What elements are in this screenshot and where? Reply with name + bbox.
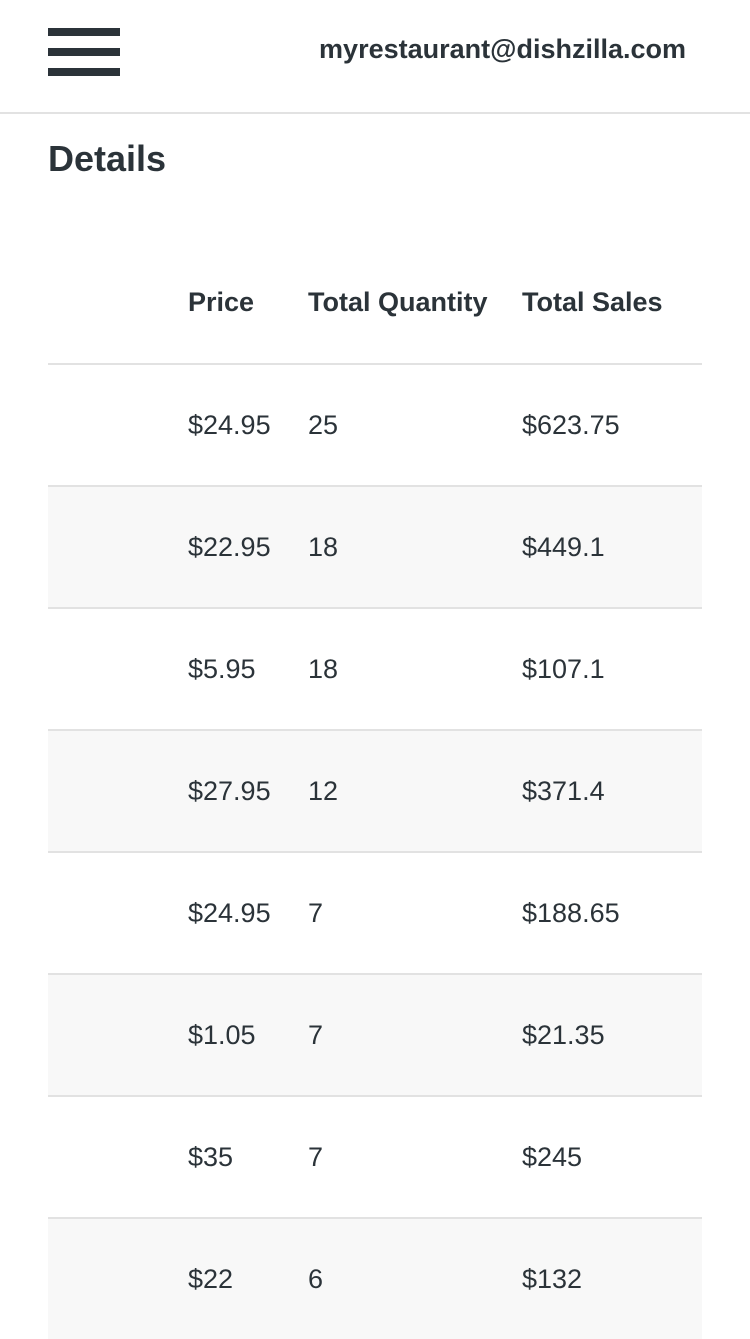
table-row: $24.95 7 $188.65: [48, 852, 702, 975]
cell-price: $24.95: [188, 364, 308, 487]
table-row: $22.95 18 $449.1: [48, 486, 702, 609]
details-table-container: Price Total Quantity Total Sales $24.95 2…: [48, 242, 702, 1339]
cell-price: $22: [188, 1218, 308, 1339]
cell-price: $35: [188, 1096, 308, 1219]
table-row: $1.05 7 $21.35: [48, 974, 702, 1097]
top-bar: myrestaurant@dishzilla.com: [0, 0, 750, 114]
table-row: $27.95 12 $371.4: [48, 730, 702, 853]
menu-bar-line: [48, 28, 120, 36]
cell-item: [48, 486, 188, 609]
menu-bar-line: [48, 68, 120, 76]
table-row: $22 6 $132: [48, 1218, 702, 1339]
cell-item: [48, 1096, 188, 1219]
cell-item: [48, 852, 188, 975]
cell-total-quantity: 12: [308, 730, 522, 853]
cell-total-quantity: 7: [308, 1096, 522, 1219]
cell-total-sales: $623.75: [522, 364, 702, 487]
details-table: Price Total Quantity Total Sales $24.95 2…: [48, 242, 702, 1339]
table-header-row: Price Total Quantity Total Sales: [48, 242, 702, 365]
cell-item: [48, 1218, 188, 1339]
table-body: $24.95 25 $623.75 $22.95 18 $449.1 $5.95 18 $107…: [48, 364, 702, 1339]
account-email[interactable]: myrestaurant@dishzilla.com: [319, 34, 686, 64]
hamburger-menu-icon[interactable]: [48, 28, 120, 76]
menu-bar-line: [48, 48, 120, 56]
table-row: $5.95 18 $107.1: [48, 608, 702, 731]
table-row: $24.95 25 $623.75: [48, 364, 702, 487]
cell-price: $1.05: [188, 974, 308, 1097]
cell-total-quantity: 18: [308, 486, 522, 609]
cell-price: $24.95: [188, 852, 308, 975]
cell-total-sales: $132: [522, 1218, 702, 1339]
cell-price: $22.95: [188, 486, 308, 609]
cell-total-sales: $449.1: [522, 486, 702, 609]
table-row: $35 7 $245: [48, 1096, 702, 1219]
cell-total-quantity: 7: [308, 974, 522, 1097]
cell-total-sales: $371.4: [522, 730, 702, 853]
cell-item: [48, 608, 188, 731]
cell-item: [48, 364, 188, 487]
cell-item: [48, 974, 188, 1097]
cell-total-sales: $21.35: [522, 974, 702, 1097]
column-header-price: Price: [188, 242, 308, 365]
page-title: Details: [48, 138, 167, 179]
cell-total-quantity: 18: [308, 608, 522, 731]
column-header-total-sales: Total Sales: [522, 242, 702, 365]
column-header-item: [48, 242, 188, 365]
cell-total-sales: $245: [522, 1096, 702, 1219]
cell-total-sales: $107.1: [522, 608, 702, 731]
cell-item: [48, 730, 188, 853]
cell-price: $27.95: [188, 730, 308, 853]
cell-total-quantity: 25: [308, 364, 522, 487]
cell-total-sales: $188.65: [522, 852, 702, 975]
column-header-total-quantity: Total Quantity: [308, 242, 522, 365]
cell-total-quantity: 6: [308, 1218, 522, 1339]
cell-price: $5.95: [188, 608, 308, 731]
cell-total-quantity: 7: [308, 852, 522, 975]
